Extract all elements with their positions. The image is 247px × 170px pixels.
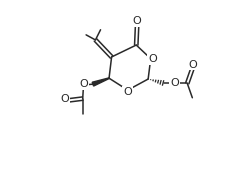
Text: O: O [133,16,142,26]
Polygon shape [92,78,109,86]
Text: O: O [148,54,157,64]
Text: O: O [79,79,88,89]
Text: O: O [61,95,69,104]
Text: O: O [170,78,179,88]
Text: O: O [123,87,132,97]
Text: O: O [189,60,197,70]
